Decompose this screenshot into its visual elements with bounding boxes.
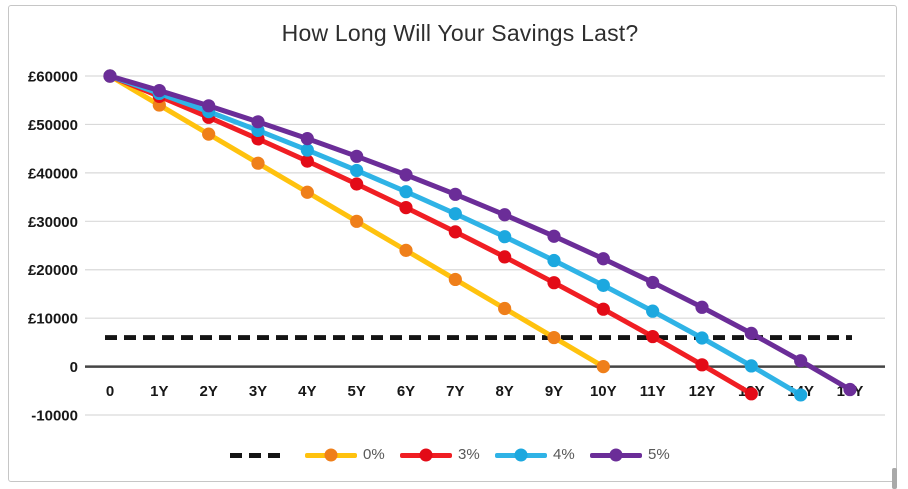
legend-item-4pct: 4% <box>495 444 575 466</box>
svg-text:0: 0 <box>70 359 78 376</box>
svg-text:0: 0 <box>106 383 114 400</box>
line-marker-icon <box>495 448 547 462</box>
svg-text:11Y: 11Y <box>640 383 666 400</box>
legend: 0% 3% 4% 5% <box>0 444 908 470</box>
svg-text:-10000: -10000 <box>31 408 78 425</box>
svg-text:2Y: 2Y <box>199 383 217 400</box>
legend-item-withdrawal-line <box>230 444 286 466</box>
legend-label: 3% <box>458 446 480 463</box>
svg-text:£10000: £10000 <box>28 311 78 328</box>
svg-text:£20000: £20000 <box>28 262 78 279</box>
svg-text:1Y: 1Y <box>150 383 168 400</box>
svg-text:£50000: £50000 <box>28 117 78 134</box>
chart-title: How Long Will Your Savings Last? <box>281 20 639 46</box>
svg-text:£30000: £30000 <box>28 214 78 231</box>
scrollbar-thumb[interactable] <box>892 468 897 489</box>
svg-text:10Y: 10Y <box>590 383 617 400</box>
svg-text:12Y: 12Y <box>689 383 716 400</box>
line-marker-icon <box>400 448 452 462</box>
legend-label: 5% <box>648 446 670 463</box>
legend-item-0pct: 0% <box>305 444 385 466</box>
legend-label: 4% <box>553 446 575 463</box>
svg-text:3Y: 3Y <box>249 383 267 400</box>
svg-text:£40000: £40000 <box>28 165 78 182</box>
svg-text:7Y: 7Y <box>446 383 464 400</box>
svg-text:4Y: 4Y <box>298 383 316 400</box>
svg-text:£60000: £60000 <box>28 69 78 86</box>
svg-text:5Y: 5Y <box>347 383 365 400</box>
chart-frame <box>8 5 897 482</box>
legend-label: 0% <box>363 446 385 463</box>
dashed-line-icon <box>230 452 280 458</box>
line-marker-icon <box>590 448 642 462</box>
legend-item-3pct: 3% <box>400 444 480 466</box>
svg-text:8Y: 8Y <box>495 383 513 400</box>
legend-item-5pct: 5% <box>590 444 670 466</box>
line-marker-icon <box>305 448 357 462</box>
svg-text:9Y: 9Y <box>545 383 563 400</box>
svg-text:6Y: 6Y <box>397 383 415 400</box>
